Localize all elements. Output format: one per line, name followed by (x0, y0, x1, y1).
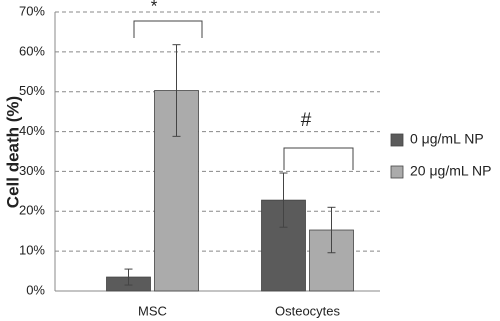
y-tick-label: 70% (19, 3, 45, 18)
y-tick-label: 60% (19, 43, 45, 58)
y-tick-label: 40% (19, 123, 45, 138)
legend-label: 0 μg/mL NP (410, 131, 484, 147)
x-tick-label: Osteocytes (275, 303, 341, 318)
error-bar (172, 44, 181, 137)
legend-swatch (390, 165, 404, 179)
y-tick-label: 30% (19, 163, 45, 178)
y-tick-label: 20% (19, 203, 45, 218)
error-bar (327, 206, 336, 254)
significance-bracket (283, 147, 354, 170)
error-bar (279, 172, 288, 228)
y-axis-label: Cell death (%) (3, 96, 22, 208)
annotation: # (301, 110, 312, 131)
legend-swatch (390, 133, 404, 147)
y-tick-label: 10% (19, 243, 45, 258)
y-tick-label: 0% (26, 282, 45, 297)
significance-bracket (133, 20, 203, 38)
y-tick-label: 50% (19, 83, 45, 98)
error-bar (124, 268, 133, 286)
legend-label: 20 μg/mL NP (410, 163, 491, 179)
x-tick-label: MSC (138, 303, 167, 318)
annotation: * (151, 0, 158, 15)
